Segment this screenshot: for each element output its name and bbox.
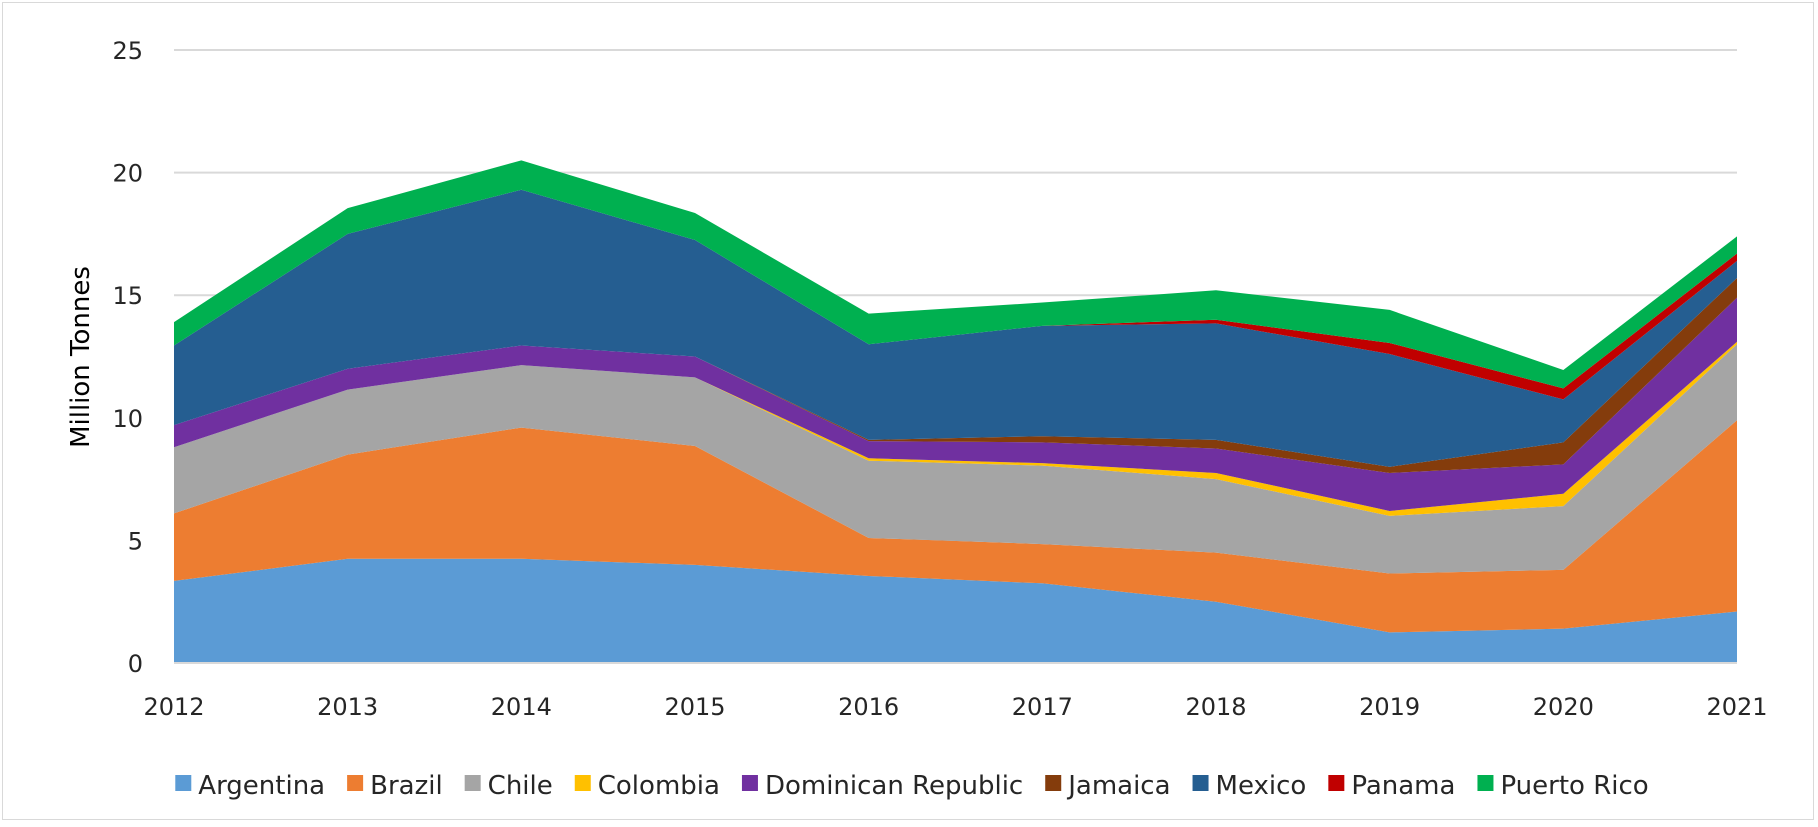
y-tick-label: 25 bbox=[112, 37, 143, 65]
legend-swatch bbox=[1328, 775, 1345, 791]
area-dominican-republic bbox=[174, 297, 1737, 511]
legend-swatch bbox=[1477, 775, 1494, 791]
legend-item-dominican-republic: Dominican Republic bbox=[741, 771, 1023, 801]
legend-item-chile: Chile bbox=[464, 771, 553, 801]
legend-swatch bbox=[347, 775, 364, 791]
legend-item-jamaica: Jamaica bbox=[1045, 771, 1171, 801]
area-panama bbox=[174, 189, 1737, 400]
legend-item-puerto-rico: Puerto Rico bbox=[1477, 771, 1649, 801]
x-tick-label: 2020 bbox=[1533, 693, 1594, 721]
legend-label: Mexico bbox=[1216, 771, 1307, 801]
legend-item-brazil: Brazil bbox=[347, 771, 443, 801]
legend-item-mexico: Mexico bbox=[1192, 771, 1307, 801]
legend-item-argentina: Argentina bbox=[175, 771, 325, 801]
legend-swatch bbox=[1192, 775, 1209, 791]
x-tick-label: 2019 bbox=[1359, 693, 1420, 721]
x-tick-label: 2018 bbox=[1185, 693, 1246, 721]
legend-swatch bbox=[1045, 775, 1062, 791]
y-tick-label: 10 bbox=[112, 405, 143, 433]
area-series bbox=[174, 160, 1737, 663]
legend-label: Brazil bbox=[370, 771, 443, 801]
legend-swatch bbox=[464, 775, 481, 791]
legend-label: Panama bbox=[1351, 771, 1455, 801]
legend: Argentina Brazil Chile Colombia Dominican Re… bbox=[175, 771, 1649, 801]
legend-swatch bbox=[741, 775, 758, 791]
area-chile bbox=[174, 344, 1737, 574]
y-tick-label: 20 bbox=[112, 160, 143, 188]
axes: 0 5 10 15 20 25 2012 2013 2014 2015 2016 2017 2018 20… bbox=[112, 37, 1767, 721]
x-tick-label: 2012 bbox=[143, 693, 204, 721]
x-tick-label: 2016 bbox=[838, 693, 899, 721]
x-tick-label: 2017 bbox=[1012, 693, 1073, 721]
x-tick-label: 2021 bbox=[1706, 693, 1767, 721]
area-mexico bbox=[174, 189, 1737, 467]
area-argentina bbox=[174, 558, 1737, 663]
legend-label: Jamaica bbox=[1066, 771, 1170, 801]
y-tick-label: 5 bbox=[128, 527, 143, 555]
x-tick-label: 2014 bbox=[491, 693, 552, 721]
stacked-area-chart: 0 5 10 15 20 25 2012 2013 2014 2015 2016 2017 2018 20… bbox=[66, 37, 1768, 801]
legend-label: Argentina bbox=[198, 771, 325, 801]
legend-item-panama: Panama bbox=[1328, 771, 1455, 801]
y-axis-title: Million Tonnes bbox=[66, 266, 96, 448]
legend-label: Puerto Rico bbox=[1500, 771, 1648, 801]
area-puerto-rico bbox=[174, 160, 1737, 389]
x-tick-label: 2015 bbox=[664, 693, 725, 721]
y-tick-label: 0 bbox=[128, 650, 143, 678]
x-tick-label: 2013 bbox=[317, 693, 378, 721]
legend-swatch bbox=[574, 775, 591, 791]
legend-label: Colombia bbox=[598, 771, 720, 801]
area-brazil bbox=[174, 420, 1737, 633]
legend-item-colombia: Colombia bbox=[574, 771, 720, 801]
legend-swatch bbox=[175, 775, 192, 791]
legend-label: Chile bbox=[488, 771, 553, 801]
legend-label: Dominican Republic bbox=[765, 771, 1023, 801]
y-tick-label: 15 bbox=[112, 282, 143, 310]
